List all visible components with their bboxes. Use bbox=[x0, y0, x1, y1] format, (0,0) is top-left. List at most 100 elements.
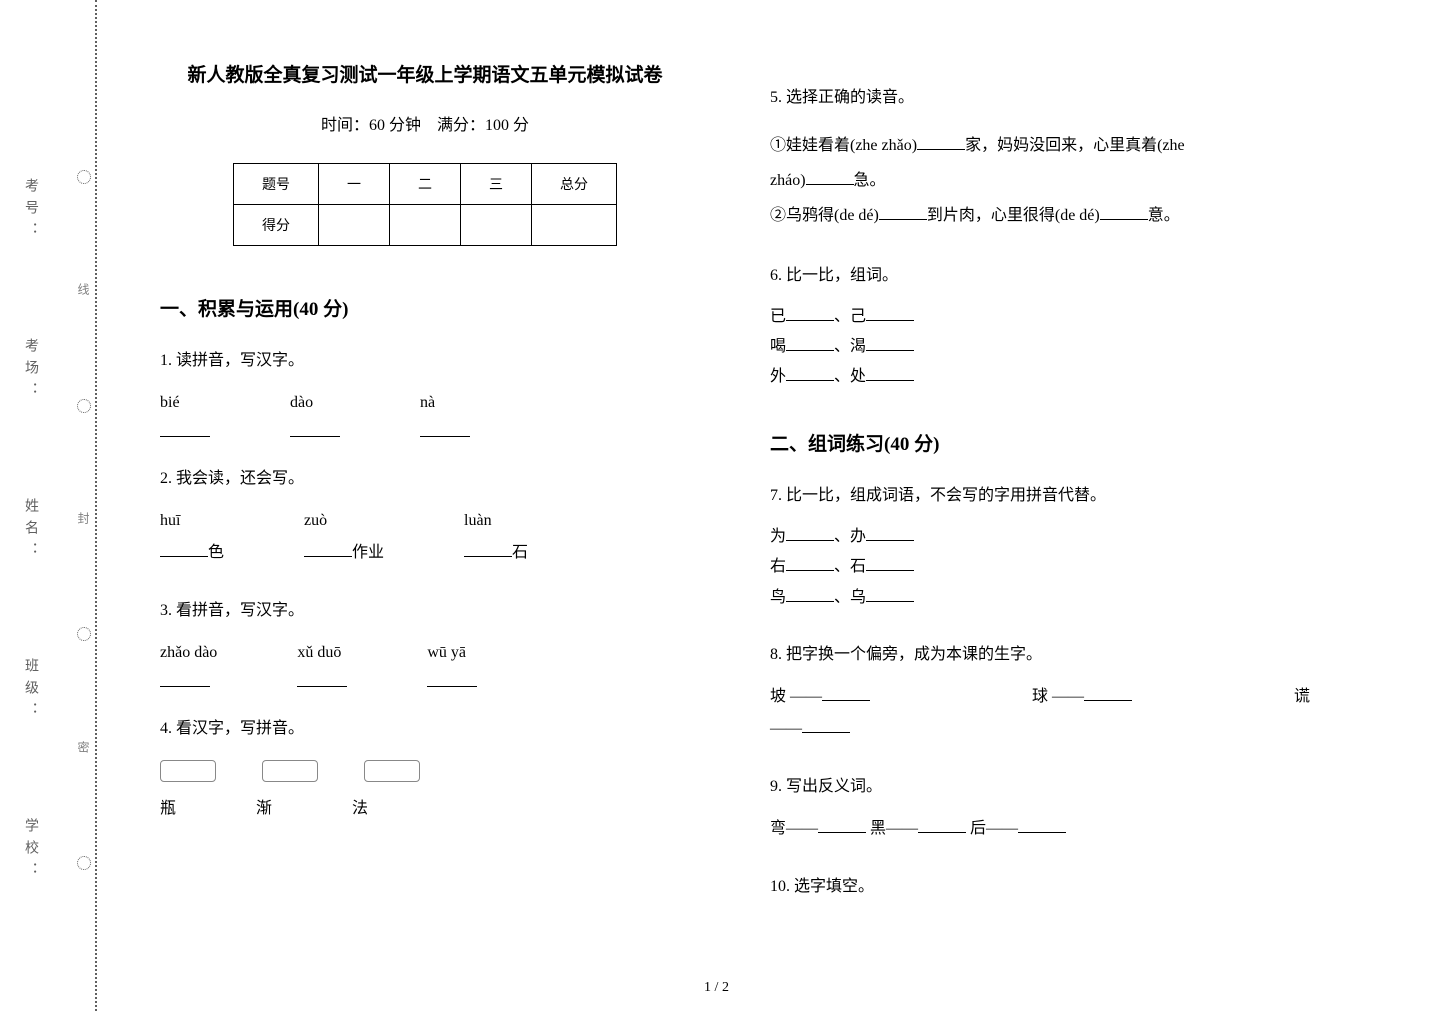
pinyin-row: bié dào nà bbox=[160, 387, 690, 437]
blank bbox=[866, 333, 914, 351]
q7-body: 为、办 右、石 鸟、乌 bbox=[770, 522, 1310, 613]
pair-char: 石 bbox=[850, 558, 866, 575]
blank bbox=[1100, 202, 1148, 220]
seal-text: 封 bbox=[75, 512, 92, 528]
q8-body: 坡 —— 球 —— 谎 bbox=[770, 681, 1310, 713]
pinyin-item: bié bbox=[160, 387, 210, 437]
seal-text: 线 bbox=[75, 283, 92, 299]
blank bbox=[822, 683, 870, 701]
question-7: 7. 比一比，组成词语，不会写的字用拼音代替。 为、办 右、石 鸟、乌 bbox=[770, 480, 1310, 613]
blank bbox=[160, 419, 210, 437]
q8-item: 谎 bbox=[1294, 681, 1310, 713]
pinyin-label: huī bbox=[160, 505, 180, 537]
blank bbox=[786, 333, 834, 351]
blank bbox=[806, 167, 854, 185]
blank-line: 石 bbox=[464, 537, 528, 569]
pinyin-label: xǔ duō bbox=[297, 637, 341, 669]
blank bbox=[918, 815, 966, 833]
table-row: 题号 一 二 三 总分 bbox=[234, 164, 617, 205]
q8-char: 球 —— bbox=[1032, 688, 1084, 705]
char-row bbox=[160, 755, 690, 787]
table-cell: 得分 bbox=[234, 205, 319, 246]
pair-char: 渴 bbox=[850, 338, 866, 355]
question-1: 1. 读拼音，写汉字。 bié dào nà bbox=[160, 345, 690, 437]
blank bbox=[464, 539, 512, 557]
q6-body: 已、己 喝、渴 外、处 bbox=[770, 302, 1310, 393]
q5-line: ②乌鸦得(de dé) bbox=[770, 207, 879, 224]
char-label: 瓶 bbox=[160, 793, 176, 825]
question-text: 读拼音，写汉字。 bbox=[176, 352, 304, 369]
question-number: 10. bbox=[770, 878, 790, 895]
blank bbox=[427, 669, 477, 687]
q5-line: 到片肉，心里很得(de dé) bbox=[927, 207, 1100, 224]
char-box bbox=[364, 760, 420, 782]
section-title: 二、组词练习(40 分) bbox=[770, 429, 1310, 456]
char-box bbox=[262, 760, 318, 782]
table-cell bbox=[532, 205, 617, 246]
pair-char: 喝 bbox=[770, 338, 786, 355]
blank bbox=[297, 669, 347, 687]
label-exam-number: 考号： bbox=[20, 178, 40, 244]
pinyin-item: zhǎo dào bbox=[160, 637, 217, 687]
question-number: 4. bbox=[160, 720, 172, 737]
page-title: 新人教版全真复习测试一年级上学期语文五单元模拟试卷 bbox=[160, 60, 690, 87]
blank bbox=[304, 539, 352, 557]
blank bbox=[786, 553, 834, 571]
question-9: 9. 写出反义词。 弯—— 黑—— 后—— bbox=[770, 771, 1310, 845]
column-left: 新人教版全真复习测试一年级上学期语文五单元模拟试卷 时间：60 分钟 满分：10… bbox=[130, 0, 720, 1011]
char-label: 法 bbox=[352, 793, 368, 825]
label-school: 学校： bbox=[20, 818, 40, 884]
pinyin-row: huī 色 zuò 作业 luàn 石 bbox=[160, 505, 690, 569]
q5-line: 急。 bbox=[854, 172, 886, 189]
label-exam-room: 考场： bbox=[20, 338, 40, 404]
question-number: 6. bbox=[770, 267, 782, 284]
question-text: 选字填空。 bbox=[794, 878, 874, 895]
question-text: 写出反义词。 bbox=[786, 778, 882, 795]
blank bbox=[866, 553, 914, 571]
blank bbox=[879, 202, 927, 220]
char-box bbox=[160, 760, 216, 782]
table-header: 总分 bbox=[532, 164, 617, 205]
circle-icon bbox=[77, 170, 91, 184]
pinyin-item: xǔ duō bbox=[297, 637, 347, 687]
blank bbox=[866, 584, 914, 602]
pair-char: 处 bbox=[850, 368, 866, 385]
pair-char: 已 bbox=[770, 308, 786, 325]
pinyin-item: luàn 石 bbox=[464, 505, 528, 569]
blank bbox=[786, 363, 834, 381]
question-text: 把字换一个偏旁，成为本课的生字。 bbox=[786, 646, 1042, 663]
sidebar: 考号： 考场： 姓名： 班级： 学校： 线 封 密 bbox=[0, 0, 120, 1011]
q5-line: ①娃娃看着(zhe zhǎo) bbox=[770, 137, 917, 154]
q5-body: ①娃娃看着(zhe zhǎo)家，妈妈没回来，心里真着(zhe zháo)急。 … bbox=[770, 128, 1310, 234]
pinyin-label: nà bbox=[420, 387, 435, 419]
vertical-labels: 考号： 考场： 姓名： 班级： 学校： bbox=[20, 131, 40, 931]
blank bbox=[786, 584, 834, 602]
page-footer: 1 / 2 bbox=[704, 980, 729, 996]
question-text: 看拼音，写汉字。 bbox=[176, 602, 304, 619]
blank bbox=[802, 715, 850, 733]
table-cell bbox=[390, 205, 461, 246]
pair-char: 己 bbox=[850, 308, 866, 325]
question-number: 9. bbox=[770, 778, 782, 795]
blank bbox=[786, 523, 834, 541]
q5-line: zháo) bbox=[770, 172, 806, 189]
q8-item: 坡 —— bbox=[770, 681, 870, 713]
pinyin-item: nà bbox=[420, 387, 470, 437]
q8-char: 坡 —— bbox=[770, 688, 822, 705]
table-header: 三 bbox=[461, 164, 532, 205]
blank bbox=[290, 419, 340, 437]
pair-char: 外 bbox=[770, 368, 786, 385]
pair-char: 右 bbox=[770, 558, 786, 575]
question-6: 6. 比一比，组词。 已、己 喝、渴 外、处 bbox=[770, 260, 1310, 393]
blank bbox=[866, 303, 914, 321]
circle-icon bbox=[77, 856, 91, 870]
pinyin-label: zuò bbox=[304, 505, 327, 537]
blank bbox=[1018, 815, 1066, 833]
table-row: 得分 bbox=[234, 205, 617, 246]
question-number: 8. bbox=[770, 646, 782, 663]
question-text: 选择正确的读音。 bbox=[786, 89, 914, 106]
question-10: 10. 选字填空。 bbox=[770, 871, 1310, 903]
blank bbox=[917, 132, 965, 150]
question-text: 我会读，还会写。 bbox=[176, 470, 304, 487]
pinyin-label: luàn bbox=[464, 505, 492, 537]
